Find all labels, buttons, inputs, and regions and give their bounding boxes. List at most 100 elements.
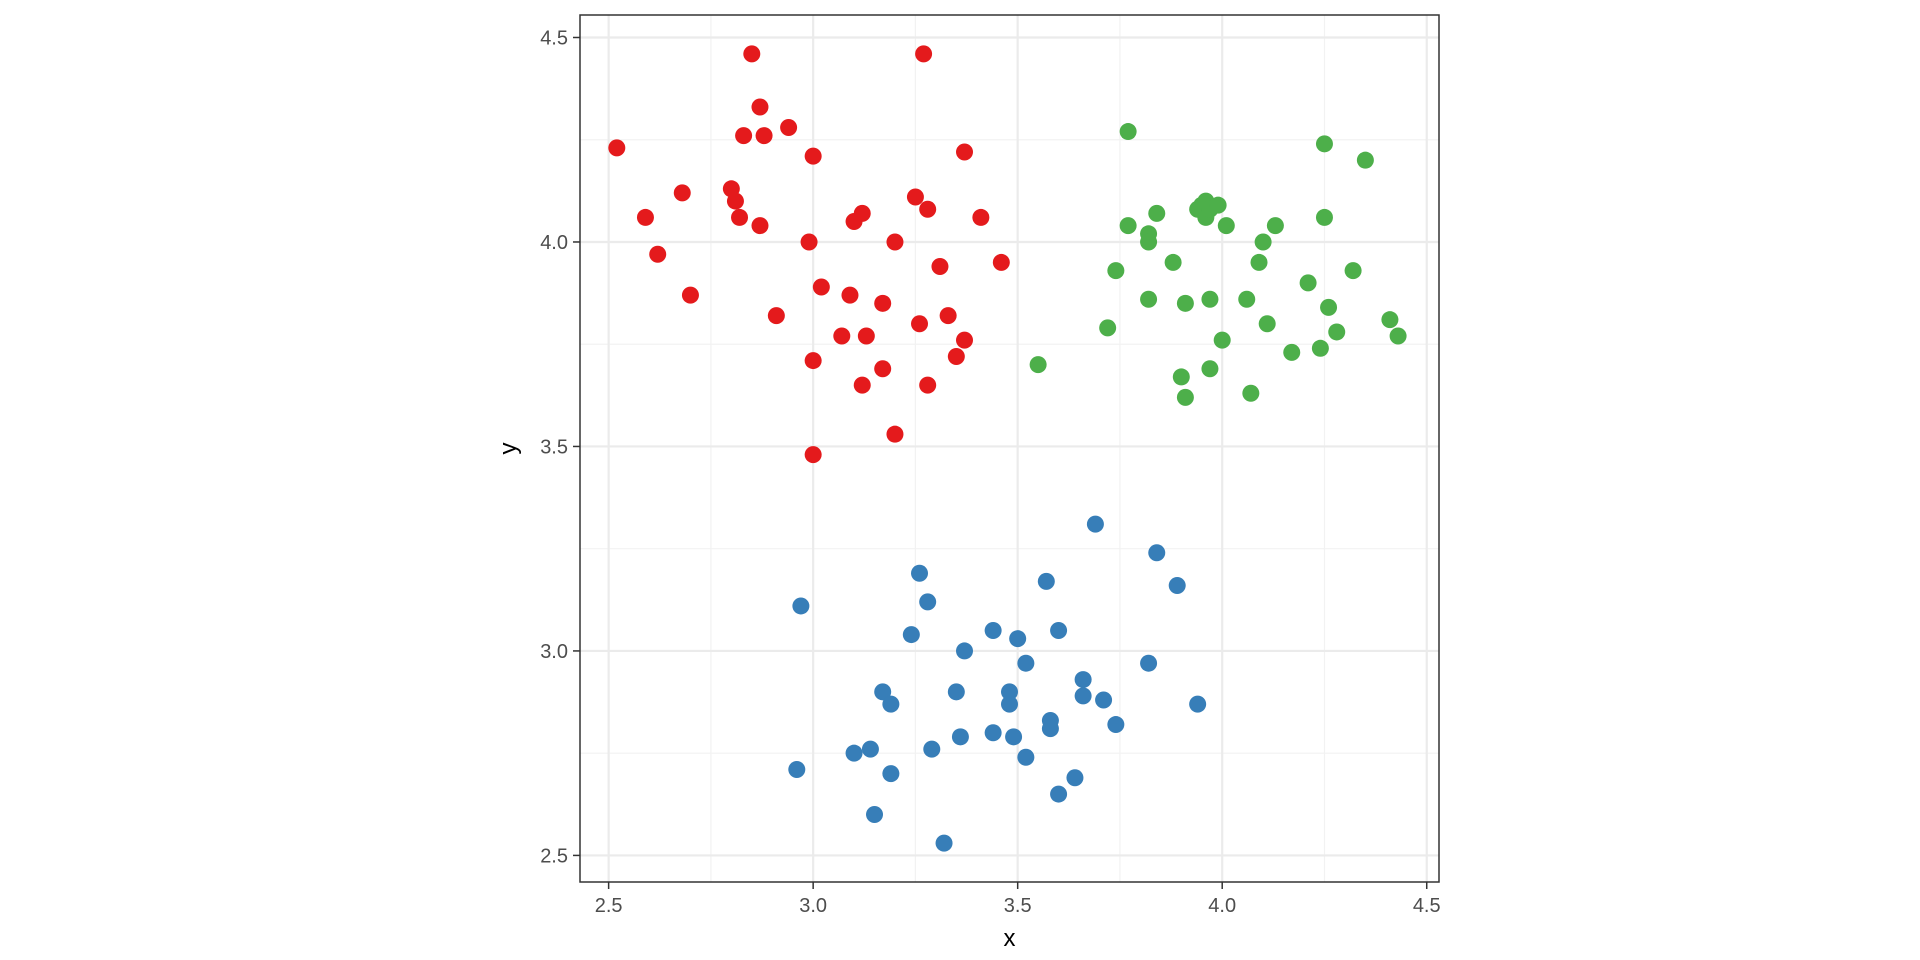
data-point-series-3 (874, 683, 892, 701)
data-point-series-1 (874, 294, 892, 312)
data-point-series-2 (1283, 343, 1301, 361)
data-point-series-1 (755, 127, 773, 145)
data-point-series-3 (1074, 687, 1092, 705)
data-point-series-1 (931, 258, 949, 276)
data-point-series-3 (935, 834, 953, 852)
data-point-series-3 (1148, 544, 1166, 562)
data-point-series-2 (1201, 290, 1219, 308)
data-point-series-3 (984, 724, 1002, 742)
data-point-series-2 (1029, 356, 1047, 374)
data-point-series-3 (1050, 621, 1068, 639)
data-point-series-1 (992, 253, 1010, 271)
data-point-series-3 (882, 695, 900, 713)
panel-border (579, 14, 1440, 883)
data-point-series-1 (636, 208, 654, 226)
data-point-series-1 (874, 360, 892, 378)
data-point-series-2 (1258, 315, 1276, 333)
x-tick-label: 4.0 (1208, 895, 1236, 917)
data-point-series-2 (1119, 123, 1137, 141)
y-tick-label: 2.5 (540, 845, 568, 867)
data-point-series-3 (919, 593, 937, 611)
data-point-series-3 (902, 626, 920, 644)
data-point-series-3 (861, 740, 879, 758)
data-point-series-2 (1389, 327, 1407, 345)
data-point-series-1 (743, 45, 761, 63)
data-point-series-2 (1315, 135, 1333, 153)
data-point-series-2 (1356, 151, 1374, 169)
data-point-series-3 (1189, 695, 1207, 713)
data-point-series-2 (1209, 196, 1227, 214)
data-point-series-1 (833, 327, 851, 345)
data-point-series-3 (951, 728, 969, 746)
data-point-series-1 (681, 286, 699, 304)
data-point-series-1 (726, 192, 744, 210)
data-point-series-1 (919, 200, 937, 218)
data-point-series-2 (1176, 388, 1194, 406)
data-point-series-3 (1037, 572, 1055, 590)
data-point-series-2 (1176, 294, 1194, 312)
data-point-series-1 (804, 446, 822, 464)
data-point-series-3 (1140, 654, 1158, 672)
data-point-series-2 (1254, 233, 1272, 251)
data-point-series-1 (608, 139, 626, 157)
data-point-series-2 (1099, 319, 1117, 337)
data-point-series-1 (956, 331, 974, 349)
data-point-series-1 (947, 347, 965, 365)
data-point-series-3 (882, 765, 900, 783)
data-point-series-3 (788, 761, 806, 779)
data-point-series-2 (1107, 262, 1125, 280)
y-tick-label: 4.5 (540, 27, 568, 49)
data-point-series-3 (911, 564, 929, 582)
data-point-series-2 (1266, 217, 1284, 235)
data-point-series-1 (853, 204, 871, 222)
data-point-series-3 (1001, 695, 1018, 713)
data-point-series-2 (1250, 253, 1268, 271)
data-point-series-2 (1201, 360, 1219, 378)
data-point-series-2 (1381, 311, 1399, 329)
data-point-series-3 (1005, 728, 1023, 746)
data-point-series-2 (1140, 290, 1158, 308)
data-point-series-1 (956, 143, 974, 161)
data-point-series-1 (812, 278, 830, 296)
data-point-series-3 (1041, 711, 1059, 729)
data-point-series-2 (1213, 331, 1231, 349)
data-point-series-1 (804, 147, 822, 165)
data-point-series-3 (1168, 577, 1186, 595)
data-point-series-2 (1119, 217, 1137, 235)
data-point-series-1 (767, 307, 785, 325)
data-point-series-3 (1001, 683, 1018, 701)
data-point-series-2 (1217, 217, 1235, 235)
data-point-series-1 (649, 245, 667, 263)
data-point-series-1 (800, 233, 818, 251)
x-tick-label: 3.0 (799, 895, 827, 917)
data-point-series-1 (939, 307, 957, 325)
data-point-series-3 (866, 806, 884, 824)
data-point-series-3 (1017, 748, 1035, 766)
axes: 2.5 3.0 3.5 4.0 4.5 2.5 3.0 3.5 4.0 4.5 (540, 27, 1440, 917)
y-tick-label: 3.5 (540, 436, 568, 458)
data-point-series-3 (1009, 630, 1027, 648)
data-points (608, 45, 1407, 852)
x-tick-label: 3.5 (1004, 895, 1032, 917)
data-point-series-2 (1164, 253, 1182, 271)
y-axis-title: y (495, 443, 522, 455)
data-point-series-2 (1315, 208, 1333, 226)
data-point-series-3 (792, 597, 810, 615)
data-point-series-2 (1320, 298, 1338, 316)
data-point-series-3 (1050, 785, 1068, 803)
data-point-series-1 (915, 45, 933, 63)
data-point-series-1 (911, 315, 929, 333)
data-point-series-1 (853, 376, 871, 394)
data-point-series-3 (947, 683, 965, 701)
data-point-series-2 (1299, 274, 1317, 292)
data-point-series-2 (1238, 290, 1256, 308)
data-point-series-1 (906, 188, 924, 206)
data-point-series-2 (1328, 323, 1346, 341)
data-point-series-1 (751, 98, 769, 116)
data-point-series-3 (1074, 671, 1092, 689)
x-tick-label: 2.5 (595, 895, 623, 917)
grid (580, 15, 1439, 882)
data-point-series-1 (886, 425, 904, 443)
data-point-series-2 (1311, 339, 1329, 357)
